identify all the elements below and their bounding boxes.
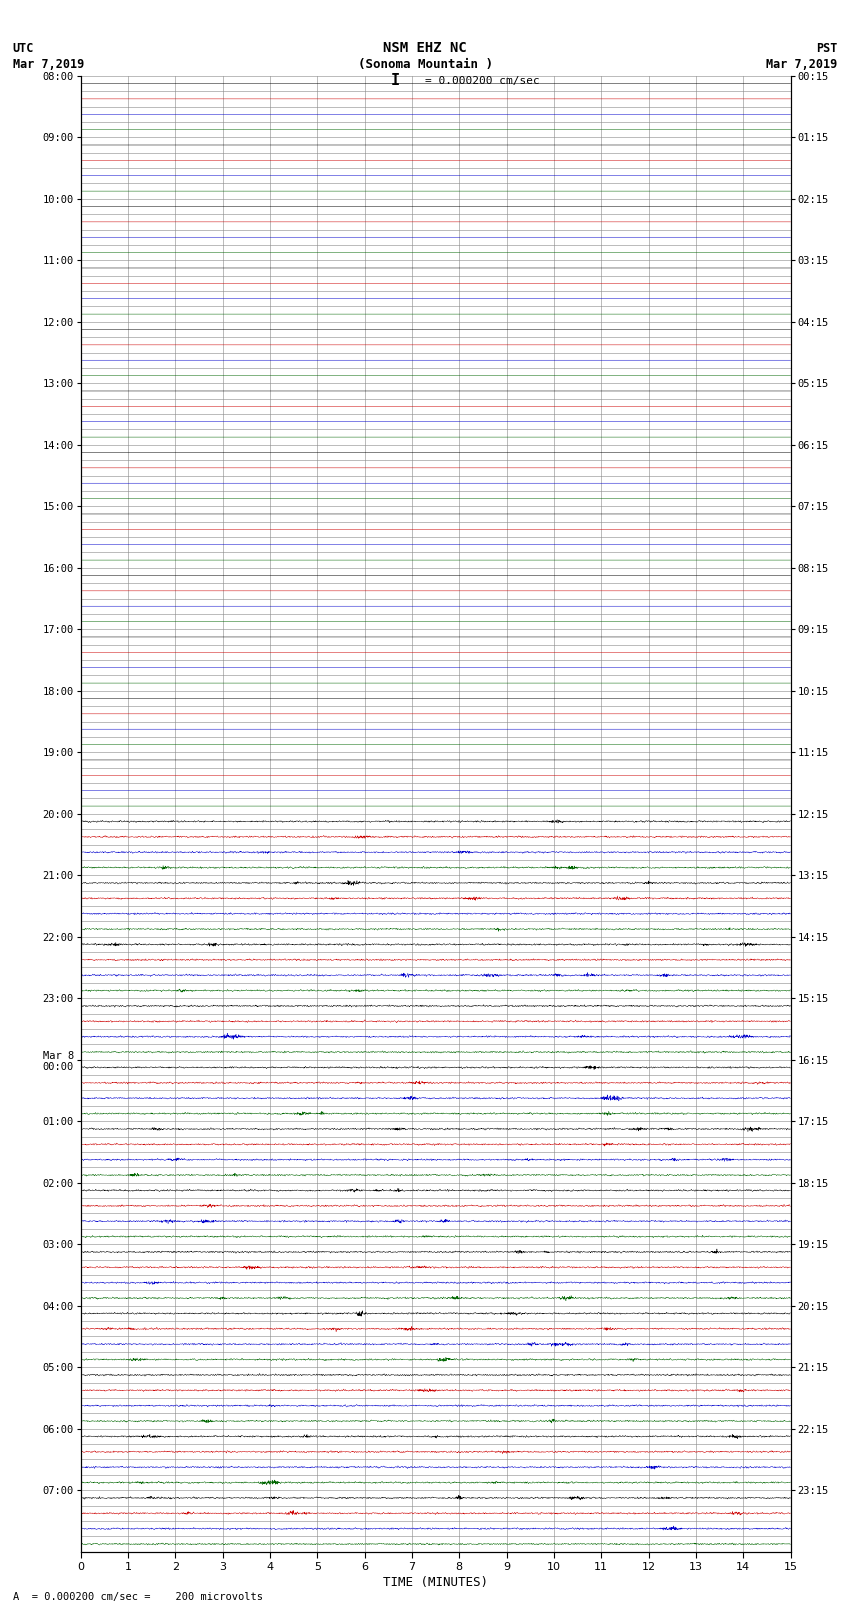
Text: (Sonoma Mountain ): (Sonoma Mountain )	[358, 58, 492, 71]
Text: UTC: UTC	[13, 42, 34, 55]
Text: NSM EHZ NC: NSM EHZ NC	[383, 42, 467, 55]
Text: I: I	[391, 73, 399, 89]
Text: = 0.000200 cm/sec: = 0.000200 cm/sec	[425, 76, 540, 85]
Text: Mar 7,2019: Mar 7,2019	[766, 58, 837, 71]
Text: A  = 0.000200 cm/sec =    200 microvolts: A = 0.000200 cm/sec = 200 microvolts	[13, 1592, 263, 1602]
Text: Mar 7,2019: Mar 7,2019	[13, 58, 84, 71]
Text: PST: PST	[816, 42, 837, 55]
X-axis label: TIME (MINUTES): TIME (MINUTES)	[383, 1576, 488, 1589]
